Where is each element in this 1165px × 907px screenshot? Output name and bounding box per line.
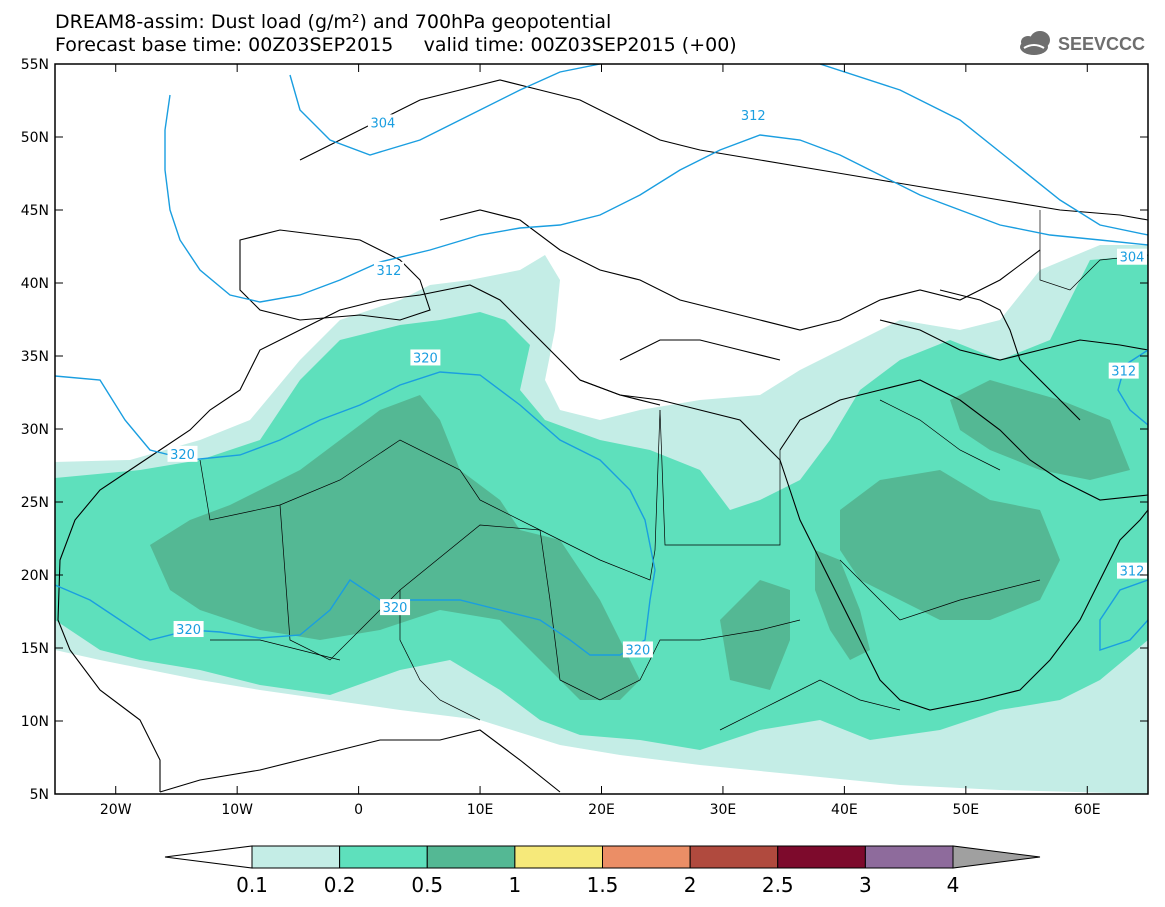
contour-label: 312 xyxy=(1120,565,1145,580)
lon-tick-label: 10W xyxy=(221,802,253,818)
lon-tick-label: 60E xyxy=(1074,802,1101,818)
political-borders xyxy=(199,210,1148,731)
legend-level-label: 1 xyxy=(509,873,522,897)
lat-tick-label: 40N xyxy=(21,276,49,292)
lat-tick-label: 35N xyxy=(21,349,49,365)
contour-label: 320 xyxy=(626,643,651,658)
coastlines xyxy=(57,79,1148,793)
legend-level-label: 2.5 xyxy=(762,873,794,897)
lat-tick-label: 15N xyxy=(21,641,49,657)
dust-region-0.5-west xyxy=(150,395,640,700)
lon-tick-label: 40E xyxy=(831,802,858,818)
lon-tick-label: 20E xyxy=(588,802,615,818)
contour-label: 312 xyxy=(741,109,766,124)
contour-label-bg xyxy=(1117,248,1147,265)
map-plot-area xyxy=(55,64,1148,794)
contour-label-bg xyxy=(622,641,653,658)
contour-label: 304 xyxy=(1120,251,1145,266)
legend-level-label: 0.5 xyxy=(411,873,443,897)
lon-tick-label: 10E xyxy=(467,802,494,818)
contour-label-bg xyxy=(373,261,404,278)
logo-text: SEEVCCC xyxy=(1058,34,1145,54)
legend-level-label: 3 xyxy=(859,873,872,897)
cloud-icon xyxy=(1020,31,1050,55)
contour-label: 312 xyxy=(1111,365,1136,380)
dust-region-0.5-iran xyxy=(950,380,1130,480)
contour-label: 312 xyxy=(377,264,402,279)
geopotential-contours xyxy=(55,64,1148,656)
legend-swatch xyxy=(426,845,516,869)
lat-tick-label: 25N xyxy=(21,495,49,511)
contour-label-bg xyxy=(173,621,204,638)
legend-swatch xyxy=(602,845,691,869)
lat-tick-label: 20N xyxy=(21,568,49,584)
lon-tick-label: 0 xyxy=(354,802,363,818)
lat-tick-label: 5N xyxy=(30,787,49,803)
legend-swatch xyxy=(339,845,428,869)
contour-label: 320 xyxy=(170,448,195,463)
legend-swatch xyxy=(251,845,341,869)
legend-over-arrow xyxy=(952,845,1041,869)
contour-label: 320 xyxy=(413,351,438,366)
map-title: DREAM8-assim: Dust load (g/m²) and 700hP… xyxy=(55,11,612,33)
legend-level-label: 0.1 xyxy=(236,873,268,897)
legend-level-label: 1.5 xyxy=(587,873,619,897)
lat-tick-label: 45N xyxy=(21,203,49,219)
color-legend: 0.1 0.2 0.5 1 1.5 2 2.5 3 4 xyxy=(164,845,1041,897)
lon-tick-label: 20W xyxy=(100,802,132,818)
map-axes: 20W 10W 0 10E 20E 30E 40E 50E 60E 55N 50N 45N 40N 35N… xyxy=(21,57,1148,818)
contour-label-bg xyxy=(1117,562,1147,579)
contour-label-bg xyxy=(367,114,398,131)
lat-tick-label: 10N xyxy=(21,714,49,730)
lat-tick-label: 30N xyxy=(21,422,49,438)
dust-region-0.5-sudan xyxy=(720,580,790,690)
legend-level-label: 0.2 xyxy=(324,873,356,897)
legend-under-arrow xyxy=(164,845,253,869)
legend-swatch xyxy=(514,845,603,869)
contour-label-bg xyxy=(167,445,198,462)
contour-label-bg xyxy=(1108,362,1139,379)
map-subtitle: Forecast base time: 00Z03SEP2015 valid t… xyxy=(55,34,737,56)
lat-tick-label: 50N xyxy=(21,130,49,146)
contour-label: 304 xyxy=(370,116,395,131)
contour-label: 320 xyxy=(176,623,201,638)
legend-level-label: 4 xyxy=(947,873,960,897)
seevccc-logo: SEEVCCC xyxy=(1020,31,1145,55)
lon-tick-label: 50E xyxy=(952,802,979,818)
legend-swatch xyxy=(864,845,954,869)
legend-swatch xyxy=(777,845,866,869)
contour-labels: 304 312 312 304 320 312 320 320 320 320 312 xyxy=(167,107,1147,658)
contour-label-bg xyxy=(738,107,769,124)
lat-tick-label: 55N xyxy=(21,57,49,73)
dust-region-0.5-east xyxy=(840,470,1060,620)
legend-swatch xyxy=(689,845,779,869)
contour-label-bg xyxy=(410,349,441,366)
lon-tick-label: 30E xyxy=(710,802,737,818)
legend-level-label: 2 xyxy=(684,873,697,897)
contour-label-bg xyxy=(380,599,411,616)
contour-label: 320 xyxy=(383,601,408,616)
